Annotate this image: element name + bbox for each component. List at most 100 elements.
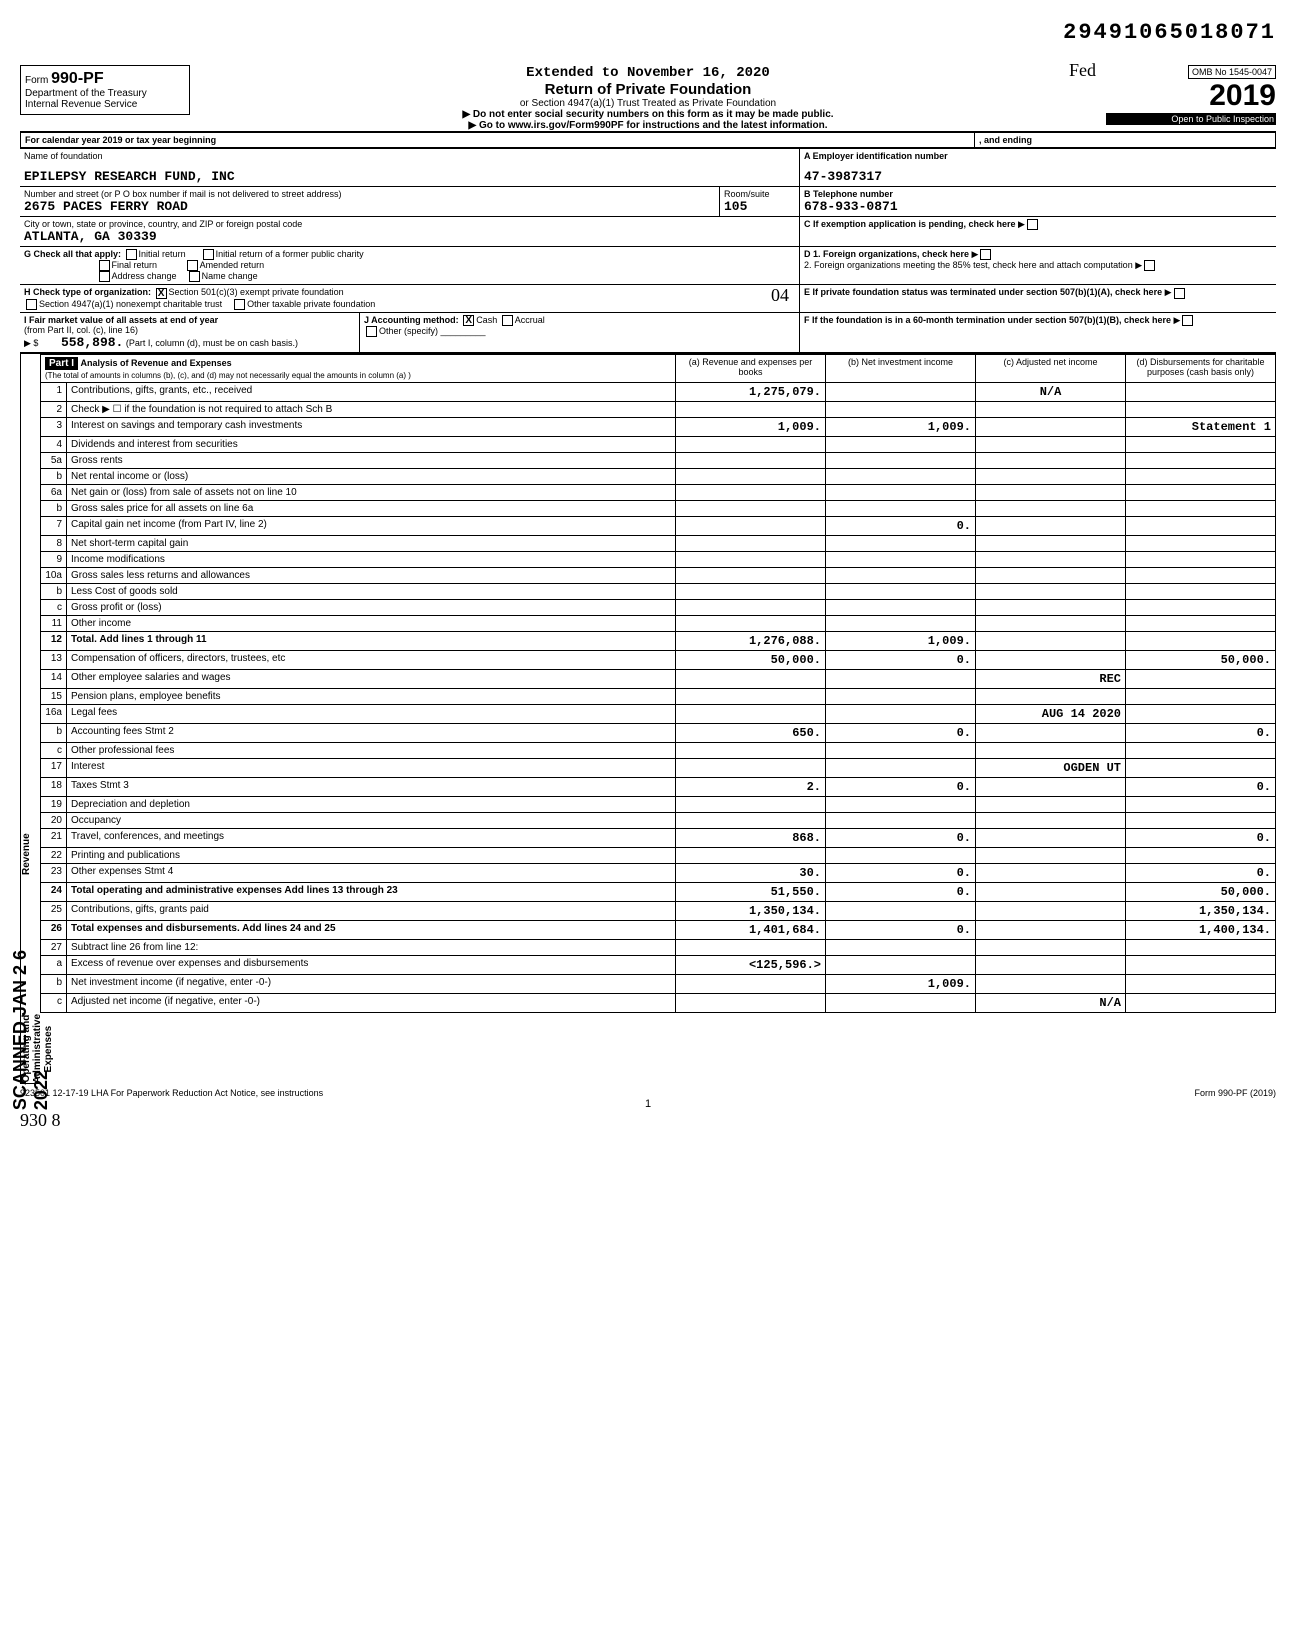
col-c-value: N/A [976,993,1126,1012]
col-a-value [676,516,826,535]
year-block: OMB No 1545-0047 2019 Open to Public Ins… [1106,65,1276,125]
h-other-checkbox[interactable] [234,299,245,310]
g-addrchange-label: Address change [112,271,177,281]
col-b-value [826,468,976,484]
col-a-value [676,551,826,567]
col-a-value: 1,276,088. [676,631,826,650]
j-other-checkbox[interactable] [366,326,377,337]
tax-year: 2019 [1106,79,1276,113]
addr-label: Number and street (or P O box number if … [24,189,715,199]
j-accrual-label: Accrual [515,315,545,325]
col-a-value [676,742,826,758]
d1-checkbox[interactable] [980,249,991,260]
col-d-value [1126,382,1276,401]
col-b-value [826,758,976,777]
j-cash-checkbox[interactable]: X [463,315,474,326]
line-label: Dividends and interest from securities [67,436,676,452]
d2-label: 2. Foreign organizations meeting the 85%… [804,260,1133,270]
col-d-value: Statement 1 [1126,417,1276,436]
city-value: ATLANTA, GA 30339 [24,229,795,244]
j-other-label: Other (specify) [379,326,438,336]
line-label: Contributions, gifts, grants paid [67,901,676,920]
table-row: 12Total. Add lines 1 through 111,276,088… [41,631,1276,650]
table-row: bGross sales price for all assets on lin… [41,500,1276,516]
col-b-value [826,742,976,758]
line-label: Occupancy [67,812,676,828]
col-a-value [676,669,826,688]
f-checkbox[interactable] [1182,315,1193,326]
col-d-value [1126,436,1276,452]
table-row: 16aLegal feesAUG 14 2020 [41,704,1276,723]
col-b-value [826,939,976,955]
line-label: Net investment income (if negative, ente… [67,974,676,993]
col-c-value: REC [976,669,1126,688]
g-amended-checkbox[interactable] [187,260,198,271]
col-d-value [1126,955,1276,974]
col-a-value: 51,550. [676,882,826,901]
line-number: b [41,583,67,599]
ein-value: 47-3987317 [804,169,1272,184]
line-number: 7 [41,516,67,535]
col-c-value: OGDEN UT [976,758,1126,777]
g-initial-checkbox[interactable] [126,249,137,260]
col-d-value [1126,500,1276,516]
line-number: 20 [41,812,67,828]
d2-checkbox[interactable] [1144,260,1155,271]
col-d-value [1126,993,1276,1012]
c-checkbox[interactable] [1027,219,1038,230]
col-a-value: 868. [676,828,826,847]
g-namechange-checkbox[interactable] [189,271,200,282]
col-d-value [1126,401,1276,417]
part1-subheader: (The total of amounts in columns (b), (c… [45,371,411,380]
line-label: Gross sales price for all assets on line… [67,500,676,516]
table-row: 5aGross rents [41,452,1276,468]
g-former-checkbox[interactable] [203,249,214,260]
col-c-value [976,828,1126,847]
line-number: b [41,723,67,742]
g-addrchange-checkbox[interactable] [99,271,110,282]
line-label: Net rental income or (loss) [67,468,676,484]
col-c-value [976,401,1126,417]
col-a-value [676,535,826,551]
line-number: 23 [41,863,67,882]
e-checkbox[interactable] [1174,288,1185,299]
table-row: cOther professional fees [41,742,1276,758]
subtitle-3: ▶ Go to www.irs.gov/Form990PF for instru… [190,120,1106,131]
col-a-value [676,993,826,1012]
col-c-value [976,583,1126,599]
line-number: 10a [41,567,67,583]
line-label: Total expenses and disbursements. Add li… [67,920,676,939]
table-row: 18Taxes Stmt 32.0.0. [41,777,1276,796]
col-a-value [676,939,826,955]
col-c-value [976,812,1126,828]
col-d-value [1126,452,1276,468]
col-d-value [1126,599,1276,615]
col-b-value: 0. [826,882,976,901]
line-number: b [41,468,67,484]
line-label: Net gain or (loss) from sale of assets n… [67,484,676,500]
col-b-header: (b) Net investment income [826,354,976,382]
h-4947-checkbox[interactable] [26,299,37,310]
col-b-value [826,452,976,468]
f-termination-label: F If the foundation is in a 60-month ter… [804,315,1171,325]
doc-control-number: 29491065018071 [20,20,1276,45]
h-501c3-checkbox[interactable]: X [156,288,167,299]
col-a-value [676,567,826,583]
table-row: 23Other expenses Stmt 430.0.0. [41,863,1276,882]
col-b-value [826,796,976,812]
line-number: 16a [41,704,67,723]
g-final-checkbox[interactable] [99,260,110,271]
col-b-value: 1,009. [826,417,976,436]
col-b-value [826,382,976,401]
col-d-header: (d) Disbursements for charitable purpose… [1126,354,1276,382]
col-a-value [676,758,826,777]
col-d-value: 50,000. [1126,882,1276,901]
scanned-stamp: SCANNED JAN 2 6 2022 [10,920,52,1110]
line-label: Interest on savings and temporary cash i… [67,417,676,436]
table-row: bAccounting fees Stmt 2650.0.0. [41,723,1276,742]
col-c-value [976,777,1126,796]
subtitle-2: ▶ Do not enter social security numbers o… [190,109,1106,120]
table-row: 20Occupancy [41,812,1276,828]
j-accrual-checkbox[interactable] [502,315,513,326]
col-b-value [826,812,976,828]
